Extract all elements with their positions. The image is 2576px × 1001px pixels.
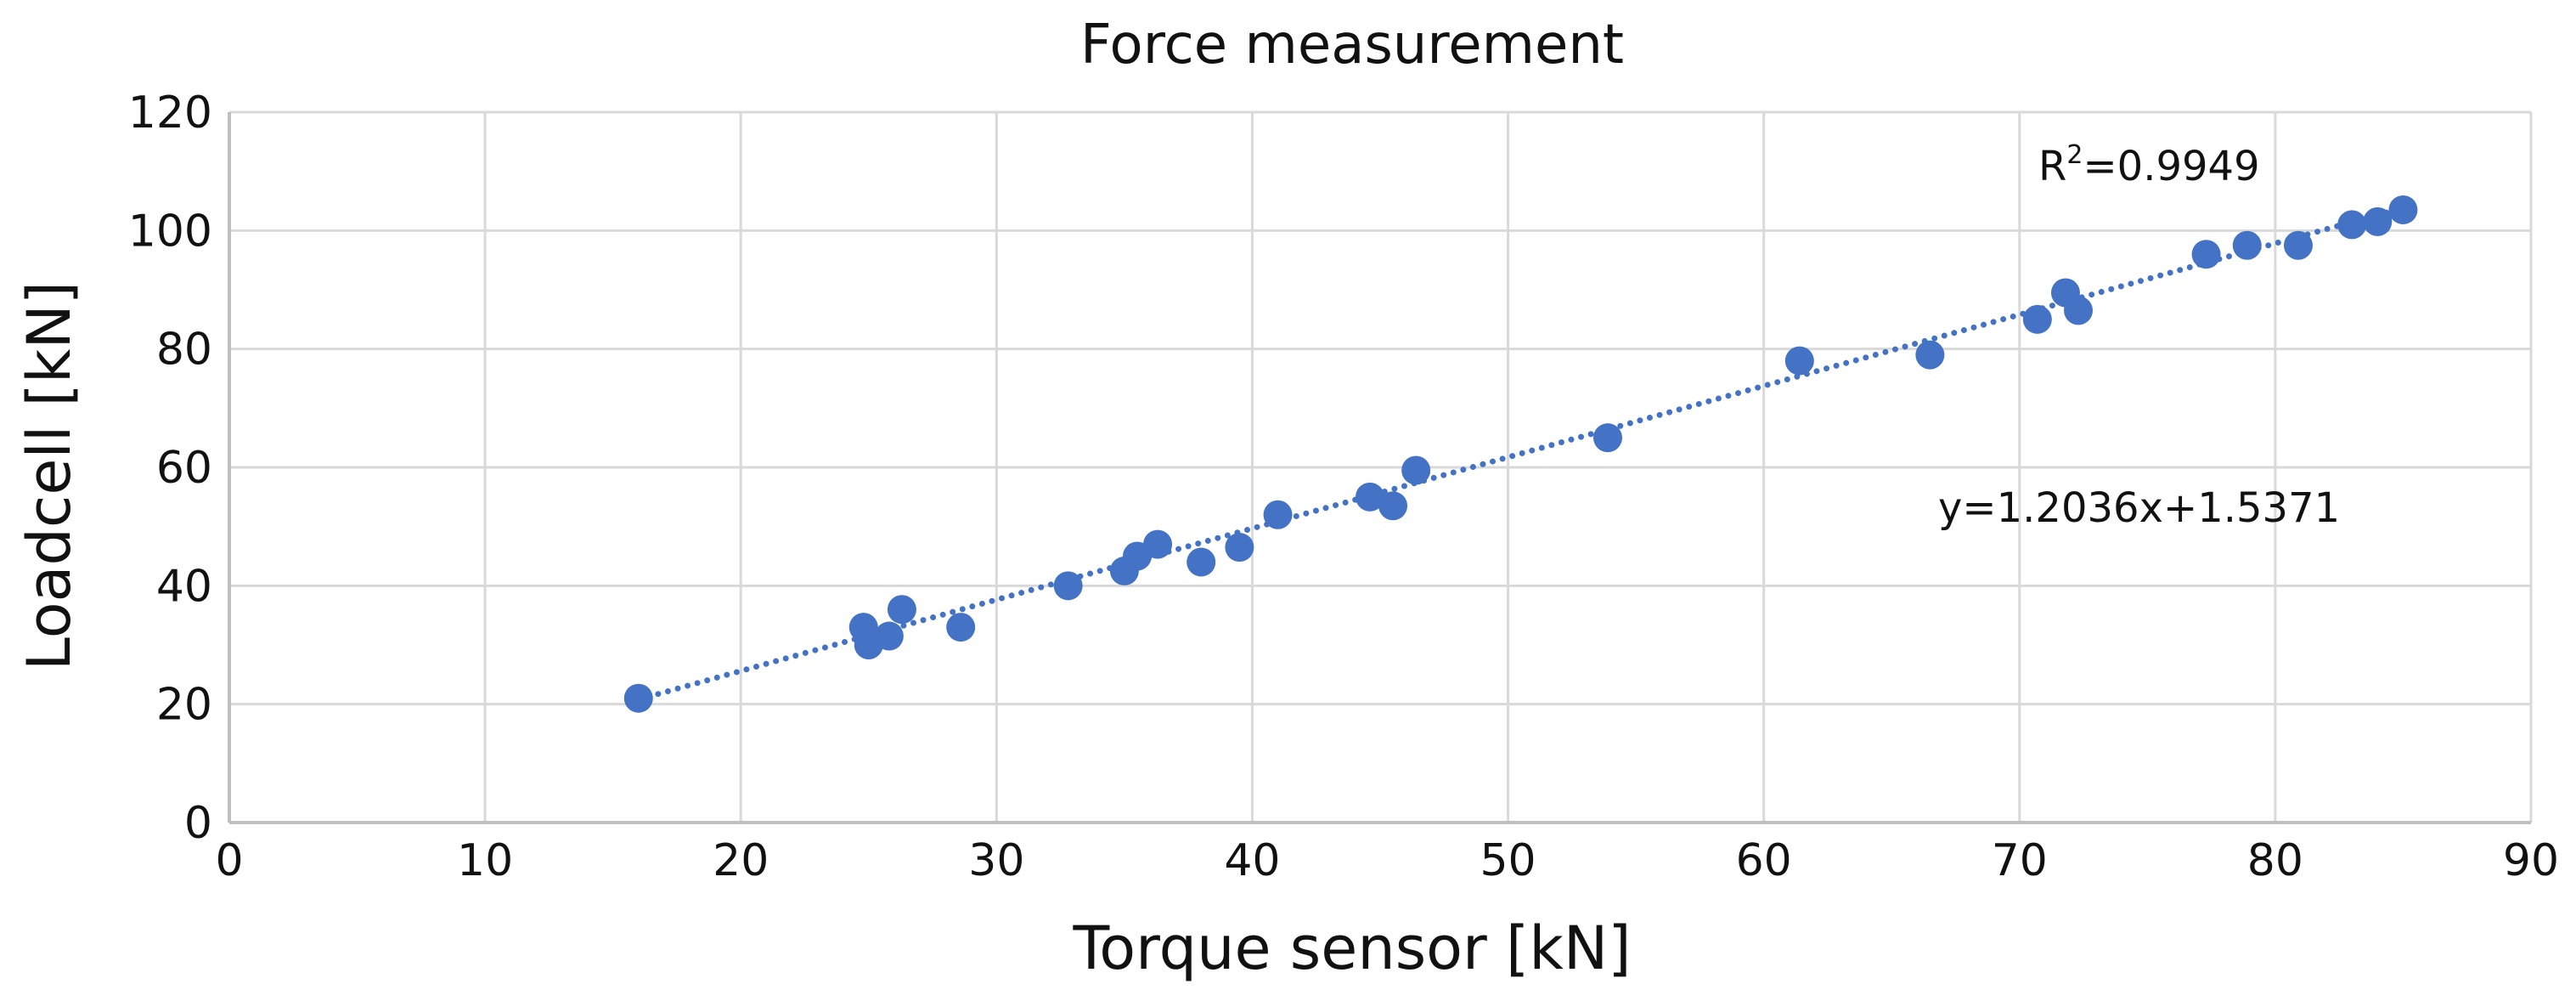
r-squared-superscript: 2 [2066, 140, 2083, 170]
data-point [1915, 340, 1945, 370]
data-point [1225, 533, 1254, 563]
data-points [623, 195, 2418, 713]
r-squared-prefix: R [2038, 143, 2066, 190]
y-axis-title: Loadcell [kN] [14, 281, 84, 670]
data-point [2283, 230, 2313, 260]
data-point [946, 613, 976, 642]
trendline-group [635, 205, 2406, 703]
data-point [2022, 304, 2052, 334]
data-point [1263, 500, 1293, 529]
data-point [1187, 547, 1216, 577]
x-tick-label: 10 [457, 835, 513, 886]
data-point [1784, 346, 1814, 376]
x-axis-title: Torque sensor [kN] [1072, 913, 1631, 983]
data-point [874, 621, 904, 651]
axes [228, 112, 2531, 824]
x-tick-label: 50 [1480, 835, 1536, 886]
data-point [2363, 206, 2393, 236]
data-point [1053, 571, 1083, 601]
data-point [1143, 529, 1173, 559]
data-point [623, 683, 653, 713]
x-tick-label: 60 [1736, 835, 1792, 886]
x-tick-label: 40 [1224, 835, 1280, 886]
y-tick-label: 80 [156, 325, 212, 376]
x-tick-label: 20 [713, 835, 769, 886]
r-squared-value: =0.9949 [2083, 143, 2259, 190]
x-tick-label: 0 [215, 835, 243, 886]
x-tick-label: 90 [2503, 835, 2559, 886]
x-tick-label: 70 [1992, 835, 2048, 886]
r-squared-annotation: R2=0.9949 [2038, 140, 2260, 190]
y-tick-label: 40 [156, 561, 212, 612]
data-point [2388, 195, 2418, 224]
y-tick-label: 20 [156, 680, 212, 731]
y-tick-label: 0 [184, 798, 212, 849]
data-point [1592, 423, 1622, 453]
data-point [1355, 482, 1384, 512]
data-point [2064, 296, 2094, 325]
trendline [635, 205, 2406, 703]
data-point [2191, 240, 2221, 269]
data-point [1401, 455, 1431, 485]
tick-labels: 0 10 20 30 40 50 60 70 80 90 0 20 40 60 80 100 120 [128, 88, 2559, 886]
x-tick-label: 30 [968, 835, 1024, 886]
y-tick-label: 120 [128, 88, 212, 139]
x-tick-label: 80 [2247, 835, 2303, 886]
y-tick-label: 60 [156, 443, 212, 494]
trendline-equation: y=1.2036x+1.5371 [1938, 484, 2340, 532]
data-point [2337, 210, 2367, 240]
gridlines [229, 110, 2533, 823]
data-point [2232, 230, 2262, 260]
data-point [1378, 491, 1408, 521]
data-point [887, 595, 916, 625]
y-tick-label: 100 [128, 206, 212, 257]
chart-title: Force measurement [1080, 14, 1624, 76]
